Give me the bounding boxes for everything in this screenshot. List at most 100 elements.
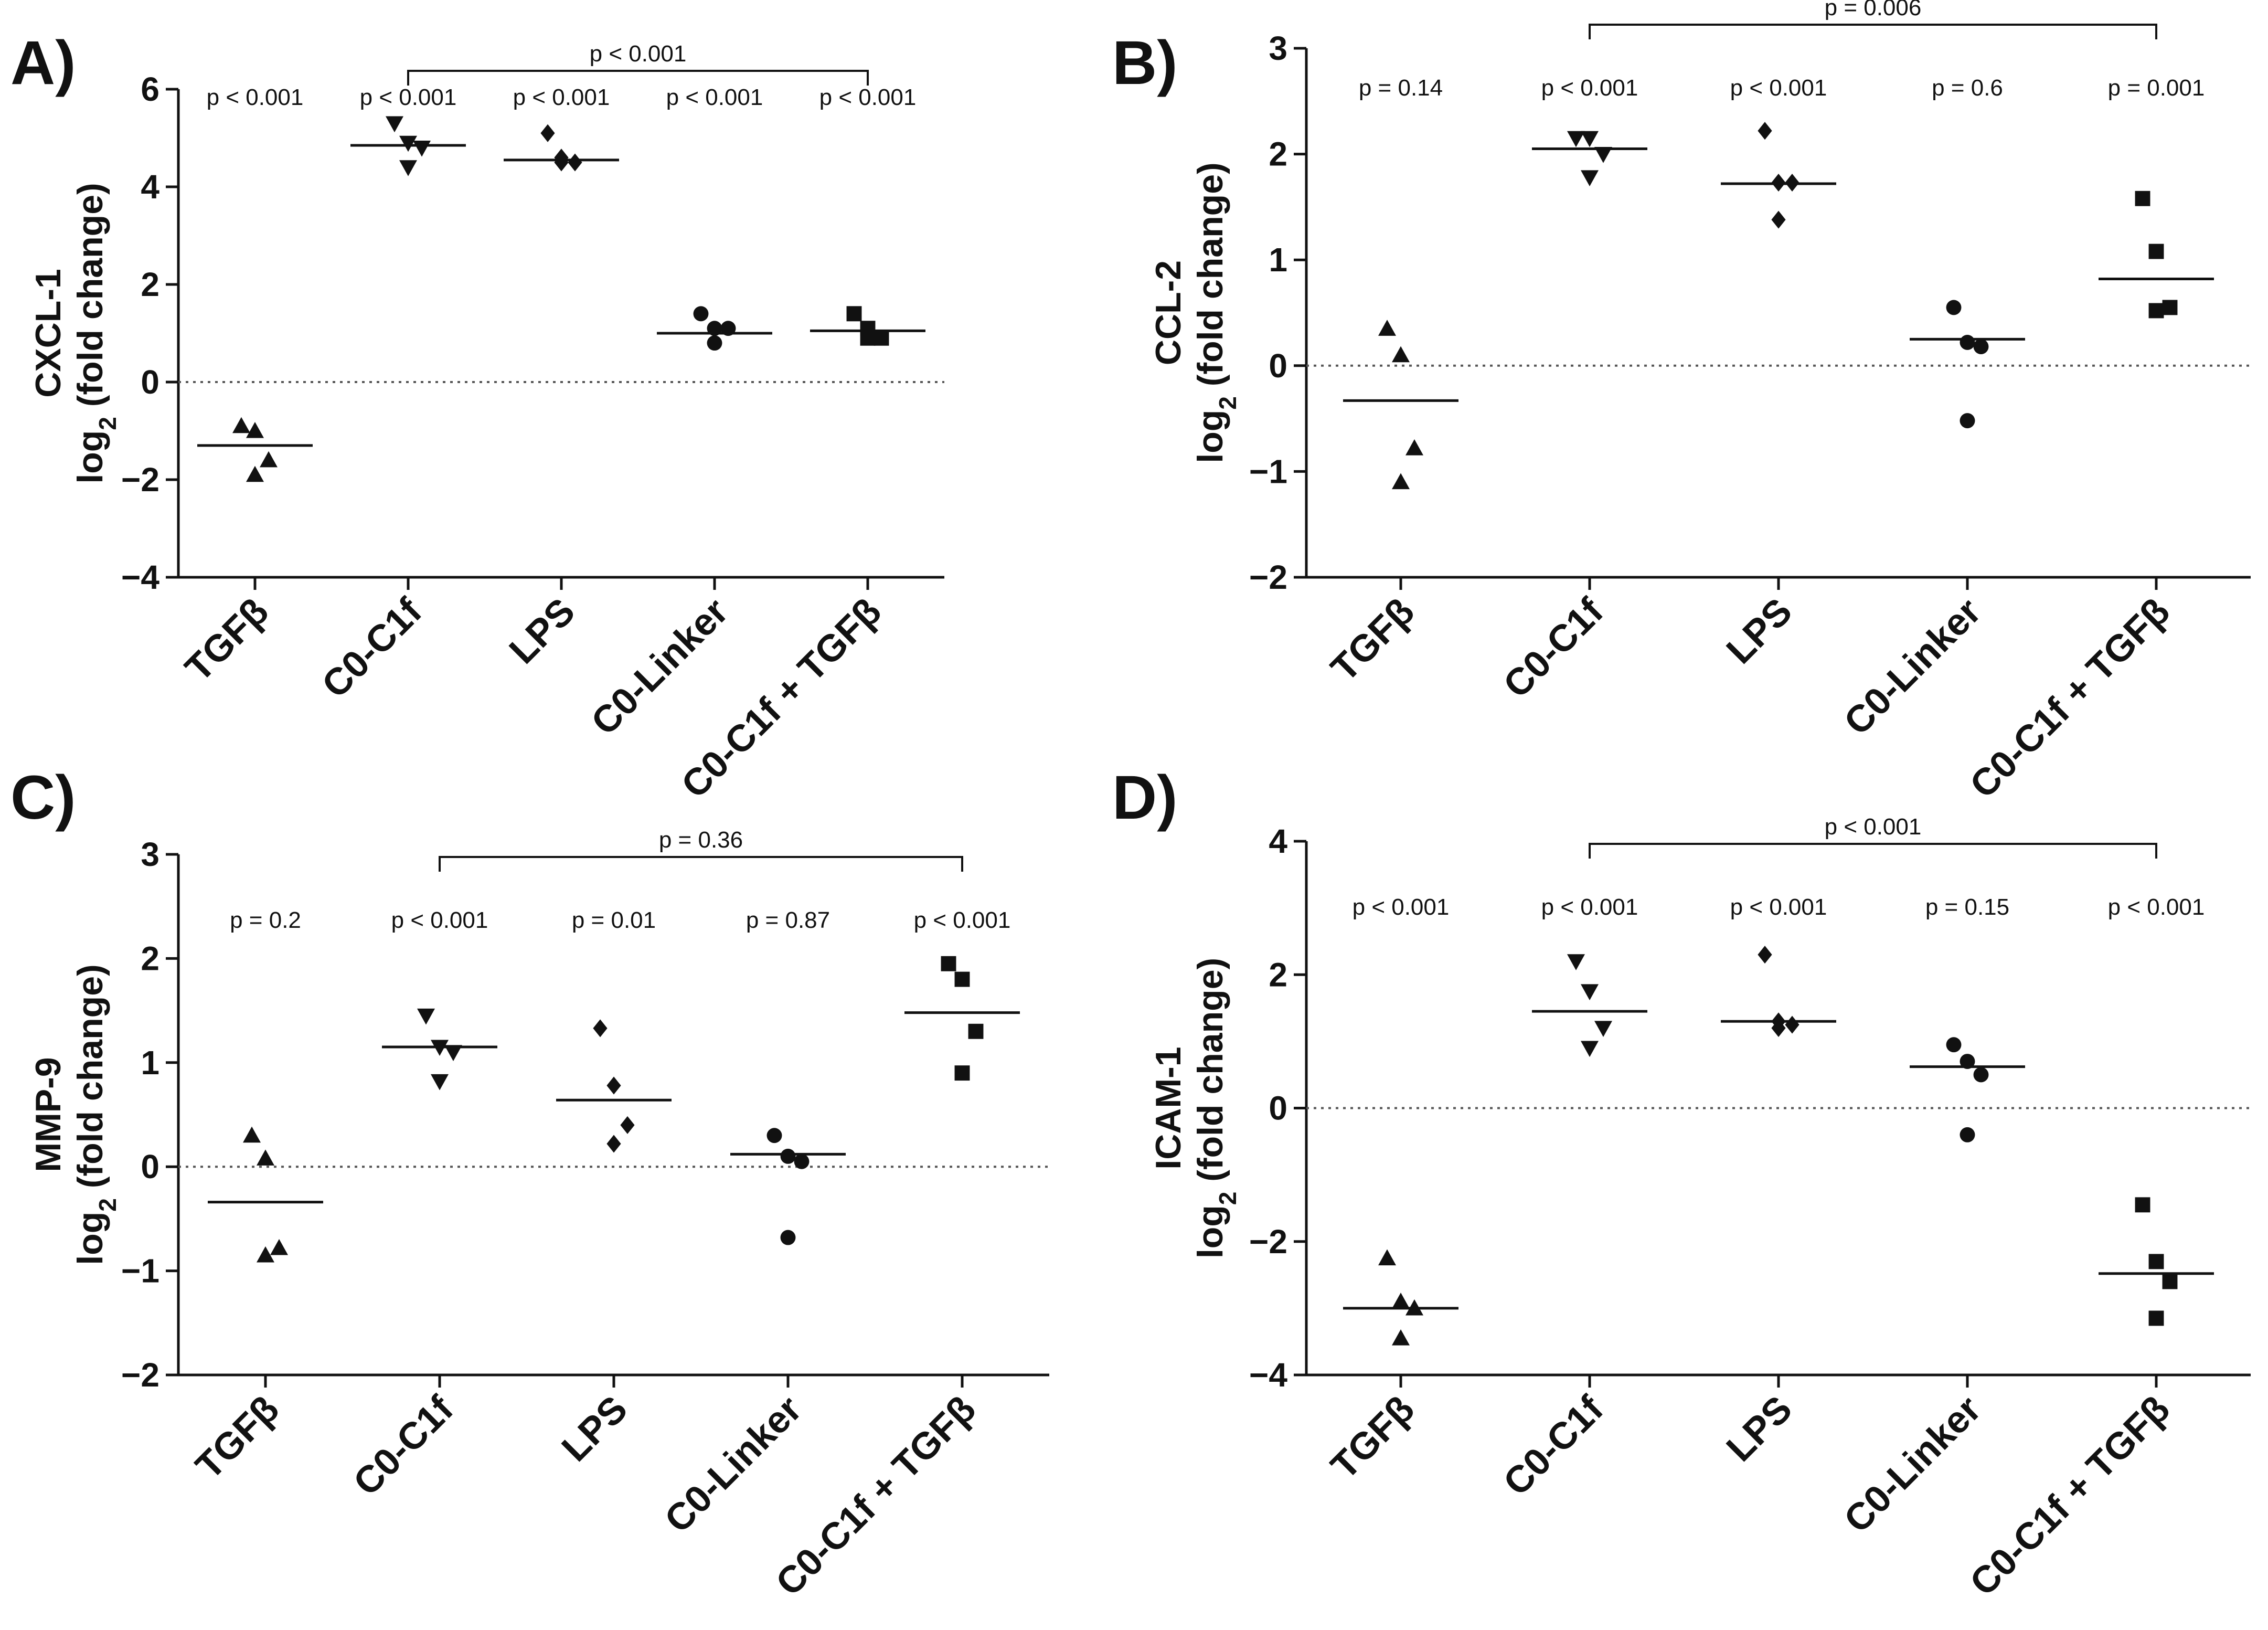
data-point	[2148, 244, 2164, 259]
data-point	[968, 1023, 984, 1039]
x-category-label: C0-C1f + TGFβ	[1962, 1388, 2178, 1604]
data-point	[243, 1126, 261, 1143]
y-tick-label: −2	[1249, 1223, 1287, 1261]
x-category-label: TGFβ	[1323, 590, 1422, 690]
data-point	[257, 1246, 274, 1263]
data-point	[1594, 147, 1612, 163]
data-point	[1378, 320, 1396, 336]
p-value-label: p = 0.001	[2108, 75, 2205, 101]
y-tick-label: 4	[1269, 822, 1287, 860]
x-category-label: C0-Linker	[1836, 1388, 1989, 1541]
panel-letter: B)	[1112, 28, 1178, 98]
y-axis-label-gene: CXCL-1	[28, 269, 68, 398]
x-category-label: C0-C1f	[1496, 1388, 1612, 1504]
data-point	[1581, 170, 1599, 186]
p-value-label: p = 0.14	[1359, 75, 1443, 101]
data-point	[257, 1149, 274, 1166]
p-value-label: p < 0.001	[666, 84, 763, 110]
p-value-label: p < 0.001	[1541, 75, 1638, 101]
data-point	[1405, 439, 1423, 456]
bracket-p-value: p < 0.001	[590, 41, 687, 67]
data-point	[540, 124, 555, 142]
comparison-bracket	[407, 70, 869, 86]
data-point	[413, 141, 431, 157]
data-point	[707, 335, 722, 351]
data-point	[1581, 984, 1599, 1001]
data-point	[1960, 1127, 1975, 1142]
data-point	[1378, 1249, 1396, 1266]
y-tick-label: 1	[1269, 241, 1287, 279]
data-point	[1771, 1019, 1786, 1037]
y-tick-label: −2	[121, 1356, 159, 1394]
y-tick-label: 3	[141, 835, 159, 873]
y-axis-label-unit: log2 (fold change)	[1190, 162, 1241, 463]
data-point	[2148, 1310, 2164, 1326]
p-value-label: p = 0.2	[230, 907, 301, 933]
comparison-bracket	[1589, 24, 2157, 39]
x-category-label: LPS	[1719, 590, 1801, 672]
data-point	[2135, 1197, 2150, 1213]
data-point	[386, 116, 403, 133]
data-point	[794, 1153, 810, 1169]
y-axis-label-gene: MMP-9	[28, 1057, 68, 1172]
data-point	[554, 153, 569, 172]
y-tick-label: 0	[1269, 347, 1287, 385]
data-point	[1771, 210, 1786, 229]
comparison-bracket	[1589, 843, 2157, 859]
data-point	[1973, 1067, 1989, 1083]
x-category-label: C0-C1f	[314, 590, 430, 706]
data-point	[1758, 946, 1772, 964]
y-tick-label: −4	[1249, 1356, 1287, 1394]
data-point	[431, 1074, 449, 1091]
y-tick-label: 0	[141, 1148, 159, 1186]
data-point	[1392, 346, 1410, 363]
data-point	[2135, 190, 2150, 206]
data-point	[606, 1135, 621, 1153]
y-tick-label: 2	[141, 266, 159, 303]
p-value-label: p = 0.6	[1932, 75, 2003, 101]
bracket-p-value: p = 0.006	[1825, 0, 1922, 20]
y-axis-label-gene: ICAM-1	[1148, 1046, 1188, 1169]
x-category-label: TGFβ	[1323, 1388, 1422, 1487]
data-point	[1392, 473, 1410, 490]
x-category-label: LPS	[554, 1388, 636, 1470]
comparison-bracket	[439, 856, 963, 872]
data-point	[417, 1008, 435, 1025]
y-tick-label: 2	[1269, 135, 1287, 173]
y-tick-label: 1	[141, 1044, 159, 1082]
data-point	[270, 1239, 288, 1255]
data-point	[1960, 1054, 1975, 1069]
data-point	[593, 1019, 608, 1038]
data-point	[1785, 1015, 1800, 1034]
y-tick-label: 2	[141, 939, 159, 977]
p-value-label: p = 0.01	[572, 907, 656, 933]
data-point	[860, 330, 876, 346]
data-point	[444, 1045, 462, 1061]
bracket-p-value: p = 0.36	[659, 827, 743, 853]
x-category-label: C0-Linker	[583, 590, 736, 743]
x-category-label: C0-C1f + TGFβ	[1962, 590, 2178, 807]
data-point	[874, 330, 889, 346]
data-point	[260, 451, 278, 468]
data-point	[693, 306, 709, 322]
y-tick-label: −1	[121, 1252, 159, 1290]
p-value-label: p = 0.87	[746, 907, 830, 933]
y-tick-label: −2	[1249, 558, 1287, 596]
data-point	[1946, 300, 1962, 315]
x-category-label: C0-Linker	[657, 1388, 810, 1541]
data-point	[399, 135, 417, 152]
y-tick-label: 3	[1269, 29, 1287, 67]
y-axis-label-unit: log2 (fold change)	[70, 964, 121, 1265]
p-value-label: p < 0.001	[2108, 894, 2205, 920]
data-point	[954, 1065, 970, 1081]
p-value-label: p < 0.001	[819, 84, 917, 110]
p-value-label: p = 0.15	[1925, 894, 2009, 920]
data-point	[620, 1116, 635, 1134]
data-point	[846, 306, 862, 322]
data-point	[780, 1148, 796, 1164]
y-axis-label-gene: CCL-2	[1148, 260, 1188, 365]
